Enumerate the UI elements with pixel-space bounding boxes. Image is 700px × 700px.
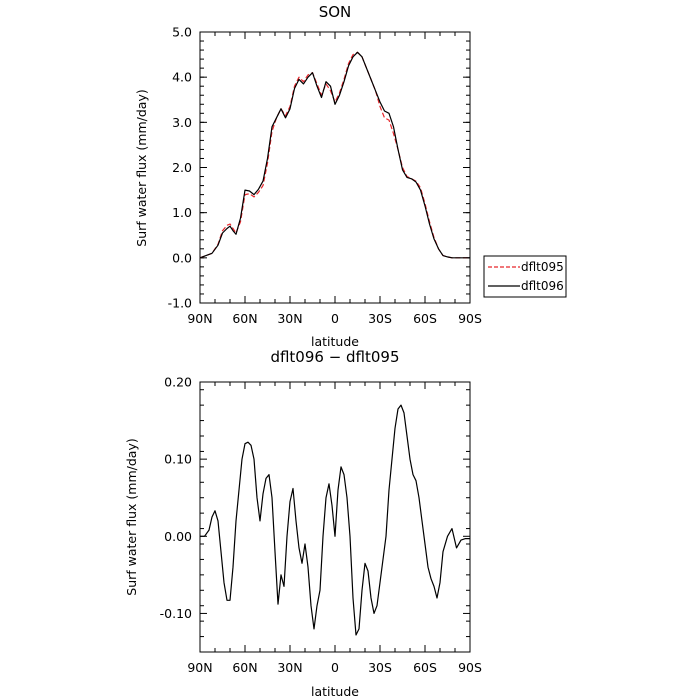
bottom-chart-panel: dflt096 − dflt095 90N 60N 30N 0 30S 60S 90S -0…: [124, 348, 482, 699]
bottom-plot-frame: [199, 381, 471, 653]
x-tick-label: 90N: [187, 660, 212, 675]
x-tick-label: 0: [331, 311, 339, 326]
top-y-axis: -1.0 0.0 1.0 2.0 3.0 4.0 5.0: [168, 25, 470, 311]
y-tick-label: 4.0: [172, 70, 192, 85]
y-tick-label: -0.10: [160, 606, 192, 621]
legend: dflt095 dflt096: [483, 255, 567, 298]
top-x-axis: 90N 60N 30N 0 30S 60S 90S: [187, 32, 482, 326]
x-tick-label: 90S: [458, 660, 482, 675]
legend-label-dflt096: dflt096: [521, 279, 564, 293]
bottom-y-axis: -0.10 0.00 0.10 0.20: [160, 375, 470, 653]
x-tick-label: 30N: [277, 311, 302, 326]
bottom-series-lines: [200, 404, 470, 636]
y-tick-label: 1.0: [172, 205, 192, 220]
bottom-y-axis-label: Surf water flux (mm/day): [124, 438, 139, 595]
x-tick-label: 30S: [368, 311, 392, 326]
bottom-x-axis: 90N 60N 30N 0 30S 60S 90S: [187, 382, 482, 675]
top-series-lines: [199, 51, 470, 259]
legend-label-dflt095: dflt095: [521, 260, 564, 274]
top-chart-panel: SON 90N 60N 30N 0 30S 60S 90S -1.0 0.0 1.0 2.0 3.0…: [134, 3, 567, 349]
bottom-x-axis-label: latitude: [311, 684, 359, 699]
y-tick-label: 3.0: [172, 115, 192, 130]
x-tick-label: 30N: [277, 660, 302, 675]
y-tick-label: 0.0: [172, 250, 192, 265]
x-tick-label: 90N: [187, 311, 212, 326]
top-x-axis-label: latitude: [311, 334, 359, 349]
bottom-chart-title: dflt096 − dflt095: [270, 348, 399, 366]
x-tick-label: 60N: [232, 660, 257, 675]
series-line-dflt096: [199, 51, 470, 259]
x-tick-label: 60S: [413, 311, 437, 326]
top-chart-title: SON: [319, 3, 352, 21]
top-y-axis-label: Surf water flux (mm/day): [134, 89, 149, 246]
x-tick-label: 60N: [232, 311, 257, 326]
x-tick-label: 60S: [413, 660, 437, 675]
y-tick-label: 5.0: [172, 25, 192, 40]
top-plot-frame: [199, 31, 471, 304]
series-line-dflt095: [199, 51, 470, 259]
series-line-panel1-0: [200, 404, 470, 636]
y-tick-label: 2.0: [172, 160, 192, 175]
y-tick-label: 0.20: [164, 375, 192, 390]
x-tick-label: 30S: [368, 660, 392, 675]
y-tick-label: 0.00: [164, 529, 192, 544]
x-tick-label: 0: [331, 660, 339, 675]
x-tick-label: 90S: [458, 311, 482, 326]
y-tick-label: -1.0: [168, 296, 192, 311]
legend-box: [483, 255, 567, 298]
y-tick-label: 0.10: [164, 452, 192, 467]
